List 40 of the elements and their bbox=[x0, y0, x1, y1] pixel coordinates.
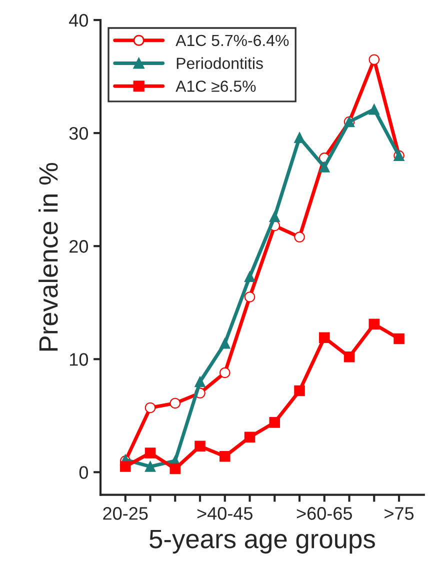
point bbox=[294, 132, 305, 143]
point bbox=[344, 351, 355, 362]
point bbox=[144, 461, 156, 472]
y-tick-label: 30 bbox=[69, 126, 88, 140]
point bbox=[269, 211, 280, 222]
point bbox=[244, 292, 256, 302]
point bbox=[144, 448, 156, 458]
point bbox=[244, 271, 256, 282]
point bbox=[220, 338, 230, 349]
point bbox=[394, 333, 404, 344]
x-tick-label: >60-65 bbox=[296, 507, 352, 520]
y-tick-label: 40 bbox=[69, 14, 88, 27]
point bbox=[120, 461, 131, 472]
point bbox=[244, 432, 256, 443]
x-axis-title: 5-years age groups bbox=[150, 530, 375, 554]
point bbox=[294, 232, 305, 242]
y-axis-title: Prevalence in % bbox=[38, 162, 58, 351]
point bbox=[368, 104, 380, 115]
point bbox=[294, 385, 305, 396]
y-tick-label: 0 bbox=[79, 466, 88, 479]
point bbox=[194, 440, 206, 452]
x-tick-label: >40-45 bbox=[197, 507, 252, 520]
point bbox=[194, 376, 206, 388]
point bbox=[170, 463, 181, 474]
point bbox=[144, 402, 156, 414]
point bbox=[170, 398, 181, 409]
legend-label: A1C 5.7%-6.4% bbox=[176, 34, 289, 46]
point bbox=[220, 367, 230, 378]
y-tick-label: 20 bbox=[70, 240, 88, 253]
legend-label: A1C ≥6.5% bbox=[176, 80, 256, 92]
point bbox=[368, 54, 380, 65]
x-tick-label: >75 bbox=[384, 507, 414, 520]
point bbox=[319, 162, 330, 172]
point bbox=[269, 417, 280, 428]
legend-label: Periodontitis bbox=[176, 57, 263, 69]
point bbox=[319, 332, 330, 344]
point bbox=[368, 318, 380, 330]
point bbox=[220, 450, 230, 462]
y-tick-label: 10 bbox=[70, 353, 88, 366]
x-tick-label: 20-25 bbox=[103, 507, 148, 520]
